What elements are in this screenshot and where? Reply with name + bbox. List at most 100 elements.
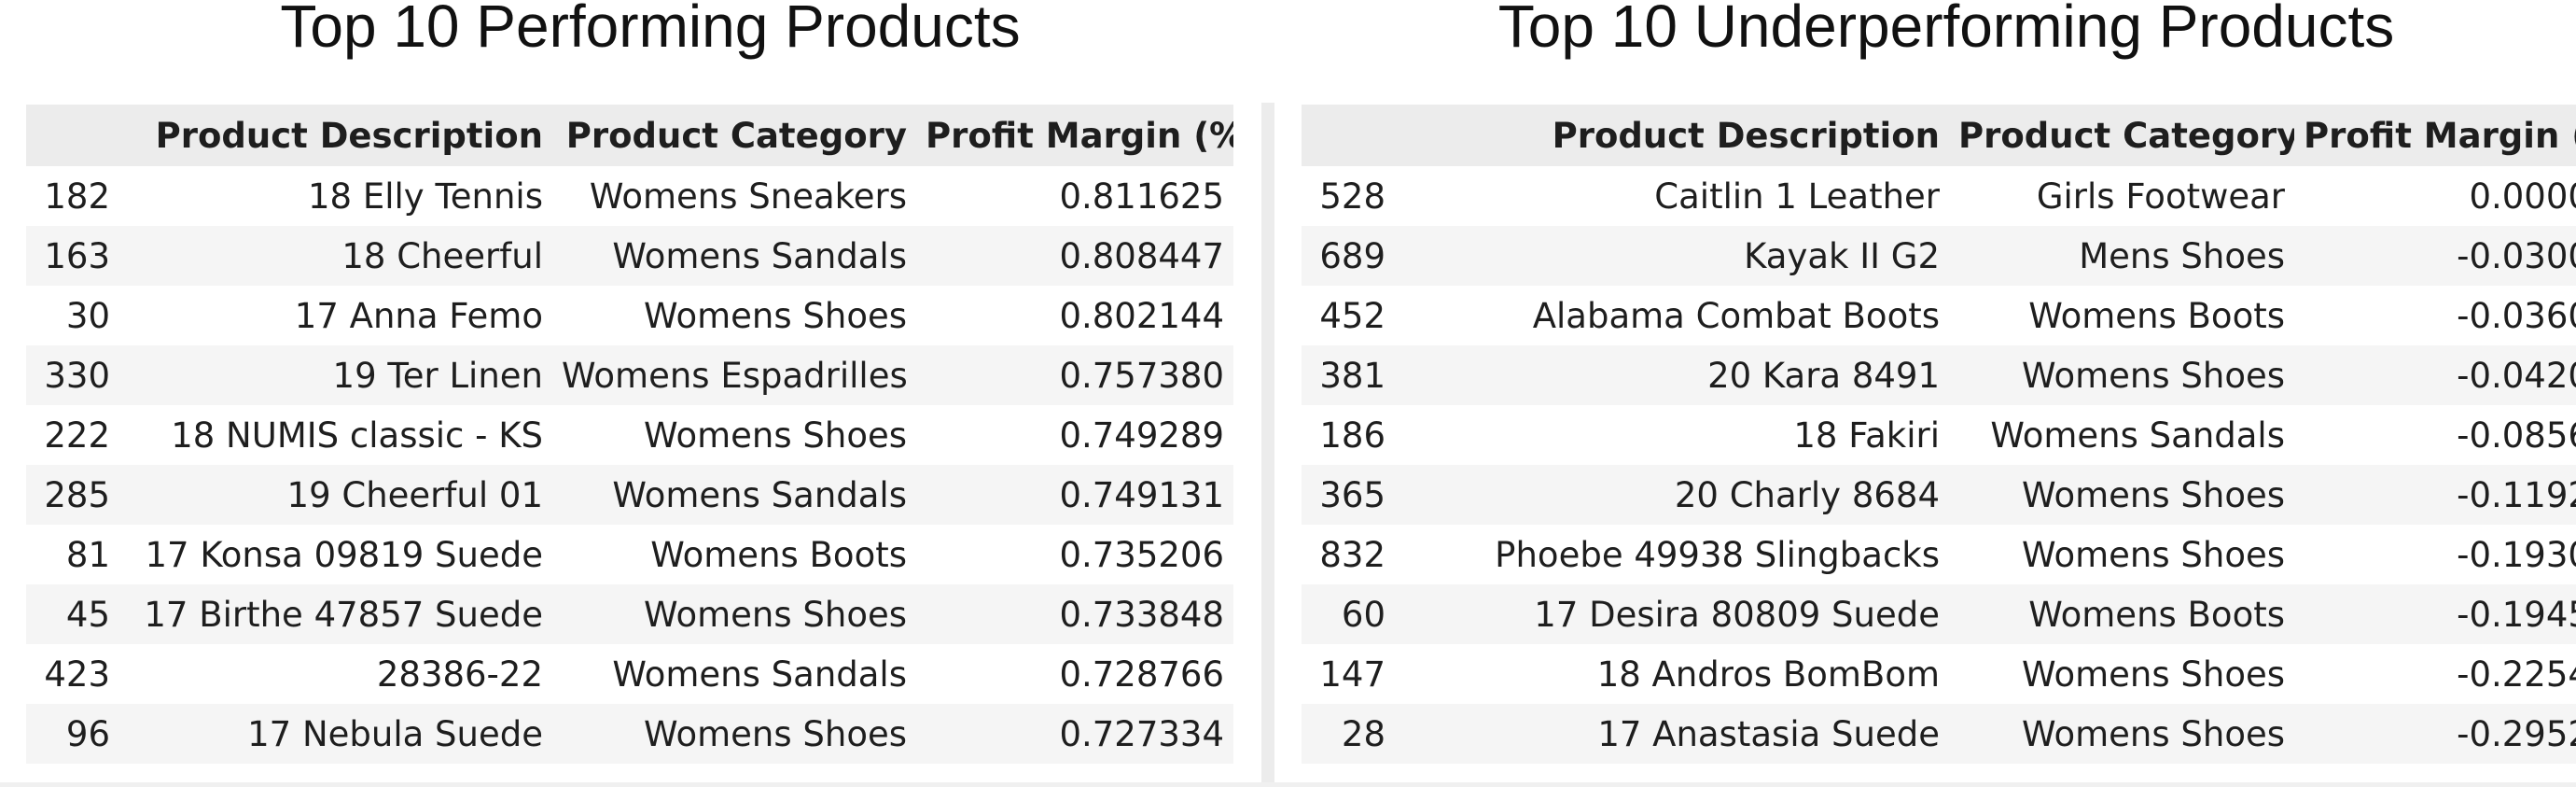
product-category-cell: Womens Shoes [644, 713, 907, 754]
row-index-cell: 30 [65, 295, 110, 336]
profit-margin-cell: 0.757380 [1059, 355, 1224, 396]
product-category-cell: Womens Boots [2028, 295, 2285, 336]
row-index-cell: 689 [1319, 235, 1385, 276]
row-index-cell: 28 [1341, 713, 1385, 754]
product-category-cell: Womens Espadrilles [562, 355, 908, 396]
profit-margin-cell: -0.225421 [2457, 653, 2576, 695]
product-description-cell: 18 Andros BomBom [1596, 653, 1940, 695]
table-row: 222 18 NUMIS classic - KS Womens Shoes 0.74… [26, 405, 1233, 465]
table-header-row: Product Description Product Category Pro… [26, 105, 1233, 166]
row-index-cell: 45 [65, 594, 110, 635]
panel-divider [1261, 103, 1274, 787]
table-row: 452 Alabama Combat Boots Womens Boots -0.03… [1302, 286, 2576, 345]
table-row: 832 Phoebe 49938 Slingbacks Womens Shoes -0… [1302, 525, 2576, 584]
product-category-cell: Womens Shoes [2022, 474, 2285, 515]
profit-margin-cell: 0.808447 [1059, 235, 1224, 276]
product-category-cell: Womens Shoes [2022, 355, 2285, 396]
row-index-cell: 222 [44, 415, 110, 456]
row-index-cell: 81 [65, 534, 110, 575]
table-header-row: Product Description Product Category Pro… [1302, 105, 2576, 166]
table-row: 163 18 Cheerful Womens Sandals 0.808447 [26, 226, 1233, 286]
product-description-cell: 18 NUMIS classic - KS [171, 415, 543, 456]
product-description-cell: 18 Elly Tennis [308, 176, 543, 217]
product-description-cell: Alabama Combat Boots [1532, 295, 1940, 336]
table-row: 528 Caitlin 1 Leather Girls Footwear 0.0000… [1302, 166, 2576, 226]
product-description-cell: 17 Desira 80809 Suede [1534, 594, 1940, 635]
profit-margin-cell: 0.802144 [1059, 295, 1224, 336]
product-category-cell: Womens Sneakers [589, 176, 907, 217]
row-index-cell: 163 [44, 235, 110, 276]
row-index-cell: 330 [44, 355, 110, 396]
table-row: 30 17 Anna Femo Womens Shoes 0.802144 [26, 286, 1233, 345]
product-category-header: Product Category [565, 115, 907, 156]
table-row: 81 17 Konsa 09819 Suede Womens Boots 0.7352… [26, 525, 1233, 584]
product-category-cell: Womens Boots [650, 534, 907, 575]
performing-products-title: Top 10 Performing Products [280, 0, 1021, 60]
table-row: 689 Kayak II G2 Mens Shoes -0.030094 [1302, 226, 2576, 286]
profit-margin-cell: -0.036079 [2457, 295, 2576, 336]
row-index-cell: 285 [44, 474, 110, 515]
product-category-cell: Womens Shoes [2022, 653, 2285, 695]
profit-margin-cell: 0.749131 [1059, 474, 1224, 515]
table-row: 186 18 Fakiri Womens Sandals -0.085680 [1302, 405, 2576, 465]
table-row: 285 19 Cheerful 01 Womens Sandals 0.749131 [26, 465, 1233, 525]
row-index-cell: 423 [44, 653, 110, 695]
product-description-cell: 19 Ter Linen [332, 355, 543, 396]
index-header [26, 105, 119, 166]
product-category-cell: Womens Sandals [612, 235, 907, 276]
underperforming-products-table: Product Description Product Category Pro… [1302, 105, 2576, 764]
product-category-cell: Womens Boots [2028, 594, 2285, 635]
performing-products-panel: Top 10 Performing Products Product Descr… [26, 0, 1233, 764]
profit-margin-cell: -0.085680 [2457, 415, 2576, 456]
profit-margin-cell: -0.119259 [2457, 474, 2576, 515]
row-index-cell: 147 [1319, 653, 1385, 695]
row-index-cell: 186 [1319, 415, 1385, 456]
product-category-cell: Womens Sandals [612, 474, 907, 515]
product-description-header: Product Description [1552, 115, 1940, 156]
product-description-header: Product Description [155, 115, 543, 156]
row-index-cell: 832 [1319, 534, 1385, 575]
product-category-header: Product Category [1958, 115, 2294, 156]
row-index-cell: 452 [1319, 295, 1385, 336]
product-description-cell: 17 Konsa 09819 Suede [145, 534, 543, 575]
row-index-cell: 182 [44, 176, 110, 217]
profit-margin-cell: -0.295230 [2457, 713, 2576, 754]
row-index-cell: 96 [65, 713, 110, 754]
table-row: 96 17 Nebula Suede Womens Shoes 0.727334 [26, 704, 1233, 764]
underperforming-products-body: 528 Caitlin 1 Leather Girls Footwear 0.0000… [1302, 166, 2576, 764]
product-category-cell: Womens Sandals [1990, 415, 2285, 456]
product-description-cell: 17 Anastasia Suede [1597, 713, 1940, 754]
product-category-cell: Womens Sandals [612, 653, 907, 695]
index-header [1302, 105, 1395, 166]
product-category-cell: Womens Shoes [644, 594, 907, 635]
product-description-cell: 17 Anna Femo [294, 295, 543, 336]
row-index-cell: 528 [1319, 176, 1385, 217]
table-row: 28 17 Anastasia Suede Womens Shoes -0.29523… [1302, 704, 2576, 764]
product-description-cell: 28386-22 [376, 653, 543, 695]
bottom-rule [0, 782, 2576, 787]
profit-margin-cell: -0.030094 [2457, 235, 2576, 276]
product-category-cell: Womens Shoes [644, 295, 907, 336]
table-row: 365 20 Charly 8684 Womens Shoes -0.119259 [1302, 465, 2576, 525]
table-row: 147 18 Andros BomBom Womens Shoes -0.225421 [1302, 644, 2576, 704]
profit-margin-cell: -0.193047 [2457, 534, 2576, 575]
product-category-cell: Girls Footwear [2036, 176, 2285, 217]
profit-margin-cell: 0.000000 [2469, 176, 2576, 217]
profit-margin-cell: 0.727334 [1059, 713, 1224, 754]
product-description-cell: Phoebe 49938 Slingbacks [1495, 534, 1940, 575]
table-row: 423 28386-22 Womens Sandals 0.728766 [26, 644, 1233, 704]
table-row: 381 20 Kara 8491 Womens Shoes -0.042056 [1302, 345, 2576, 405]
profit-margin-header: Profit Margin (%) [2304, 115, 2576, 156]
profit-margin-cell: 0.728766 [1059, 653, 1224, 695]
product-description-cell: Caitlin 1 Leather [1654, 176, 1940, 217]
row-index-cell: 365 [1319, 474, 1385, 515]
product-description-cell: 18 Cheerful [341, 235, 543, 276]
table-row: 45 17 Birthe 47857 Suede Womens Shoes 0.733… [26, 584, 1233, 644]
product-category-cell: Womens Shoes [644, 415, 907, 456]
product-category-cell: Womens Shoes [2022, 534, 2285, 575]
underperforming-products-title: Top 10 Underperforming Products [1497, 0, 2395, 60]
profit-margin-cell: 0.749289 [1059, 415, 1224, 456]
product-description-cell: 20 Kara 8491 [1707, 355, 1940, 396]
profit-margin-cell: 0.735206 [1059, 534, 1224, 575]
product-description-cell: 17 Nebula Suede [247, 713, 543, 754]
